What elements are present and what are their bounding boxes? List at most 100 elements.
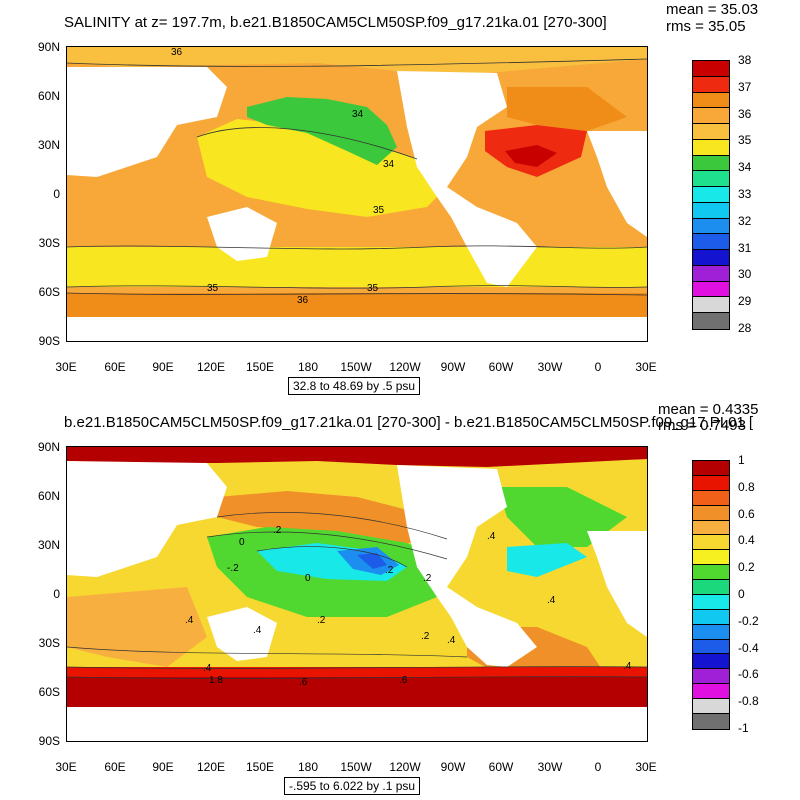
lon-label: 150E <box>245 360 275 374</box>
colorbar-swatch <box>693 565 729 580</box>
panel1-range: 32.8 to 48.69 by .5 psu <box>288 377 421 395</box>
lon-label: 90E <box>152 360 174 374</box>
contour-label: .2 <box>317 615 326 626</box>
lon-label: 150E <box>245 760 275 774</box>
contour-lines <box>67 58 647 296</box>
panel2-rms: rms = 0.7493 <box>658 417 746 434</box>
difference-map-svg: .2 0 -.2 0 .2 .2 .4 .2 .4 .4 .4 .2 .4 1.… <box>67 447 647 741</box>
colorbar-label: -0.6 <box>738 667 759 682</box>
atlantic-cyan <box>507 543 587 577</box>
contour-label: .4 <box>185 615 194 626</box>
panel1-title: SALINITY at z= 197.7m, b.e21.B1850CAM5CL… <box>64 14 607 31</box>
colorbar-swatch <box>693 580 729 595</box>
difference-panel: b.e21.B1850CAM5CLM50SP.f09_g17.21ka.01 [… <box>0 400 800 800</box>
colorbar-swatch <box>693 202 729 219</box>
lon-label: 60W <box>488 360 514 374</box>
contour-label: 0 <box>305 573 311 584</box>
antarctica-land <box>67 317 647 341</box>
colorbar-label: 31 <box>738 240 752 255</box>
contour-label: 35 <box>373 205 385 216</box>
lon-label: 150W <box>340 360 372 374</box>
colorbar-label: 1 <box>738 453 745 467</box>
lat-label: 60N <box>37 89 60 103</box>
colorbar-swatch <box>693 139 729 156</box>
lat-label: 30S <box>38 636 60 650</box>
colorbar-swatch <box>693 461 729 476</box>
colorbar-swatch <box>693 535 729 551</box>
colorbar-label: 29 <box>738 294 752 309</box>
lat-label: 90N <box>37 40 60 54</box>
colorbar-label: 34 <box>738 160 752 175</box>
colorbar-label: 35 <box>738 133 752 148</box>
panel1-mean: mean = 35.03 <box>666 1 759 18</box>
lon-label: 60W <box>488 760 514 774</box>
panel2-title: b.e21.B1850CAM5CLM50SP.f09_g17.21ka.01 [… <box>64 414 754 431</box>
colorbar-swatch <box>693 699 729 714</box>
lon-label: 60E <box>104 760 126 774</box>
salinity-map-svg: 36 34 34 35 35 35 36 <box>67 47 647 341</box>
colorbar-swatch <box>693 490 729 506</box>
lon-label: 30E <box>635 760 657 774</box>
lon-label: 0 <box>594 760 602 774</box>
colorbar-swatch <box>693 76 729 93</box>
colorbar-swatch <box>693 108 729 124</box>
lon-label: 90W <box>440 360 466 374</box>
lon-label: 120W <box>389 760 421 774</box>
lon-label: 120E <box>196 360 226 374</box>
colorbar-label: 38 <box>738 53 752 67</box>
colorbar-label: 30 <box>738 267 752 282</box>
colorbar-swatch <box>693 92 729 109</box>
colorbar-label: -0.2 <box>738 613 759 628</box>
colorbar-swatch <box>693 669 729 685</box>
lat-label: 30S <box>38 236 60 250</box>
colorbar-label: -1 <box>738 721 749 735</box>
southern-edge <box>67 293 647 317</box>
contour-label: .2 <box>421 631 430 642</box>
lat-label: 90S <box>38 334 60 348</box>
colorbar-swatch <box>693 639 729 655</box>
colorbar-label: 0.2 <box>738 560 755 575</box>
panel1-rms: rms = 35.05 <box>666 18 746 35</box>
africa-land <box>587 131 647 237</box>
lat-label: 60N <box>37 489 60 503</box>
colorbar-label: 28 <box>738 321 752 335</box>
colorbar-swatch <box>693 475 729 491</box>
colorbar-label: 36 <box>738 106 752 121</box>
contour-label: 35 <box>207 283 219 294</box>
north-atlantic <box>507 87 627 131</box>
colorbar-label: 0 <box>738 587 745 601</box>
lon-label: 90E <box>152 760 174 774</box>
southern-ocean-edge <box>67 667 647 677</box>
contour-label: .2 <box>423 573 432 584</box>
southern-band <box>67 247 647 287</box>
atlantic-max <box>505 145 557 167</box>
eurasia-land <box>67 461 227 577</box>
lon-label: 120E <box>196 760 226 774</box>
colorbar-label: -0.4 <box>738 640 759 655</box>
colorbar-swatch <box>693 313 729 329</box>
colorbar-swatch <box>693 250 729 266</box>
pacific-tongue <box>197 119 447 217</box>
contour-lines <box>67 512 647 679</box>
lon-label: 120W <box>389 360 421 374</box>
americas-land <box>397 465 537 667</box>
north-pacific-fresh <box>247 97 397 165</box>
lon-label: 0 <box>594 360 602 374</box>
colorbar-swatch <box>693 297 729 313</box>
salinity-map: 36 34 34 35 35 35 36 <box>66 46 648 342</box>
colorbar-swatch <box>693 218 729 235</box>
lat-label: 30N <box>37 138 60 152</box>
contour-label: .2 <box>273 525 282 536</box>
colorbar-swatch <box>693 61 729 77</box>
colorbar-label: 0.6 <box>738 506 755 521</box>
africa-land <box>587 531 647 637</box>
contour-label: 34 <box>383 159 395 170</box>
arctic-region <box>67 47 647 79</box>
lon-label: 90W <box>440 760 466 774</box>
lon-label: 30E <box>635 360 657 374</box>
indian-orange <box>67 587 207 667</box>
lon-label: 30E <box>55 760 77 774</box>
contour-label: 36 <box>297 295 309 306</box>
lon-label: 30W <box>537 360 563 374</box>
colorbar-swatch <box>693 265 729 282</box>
